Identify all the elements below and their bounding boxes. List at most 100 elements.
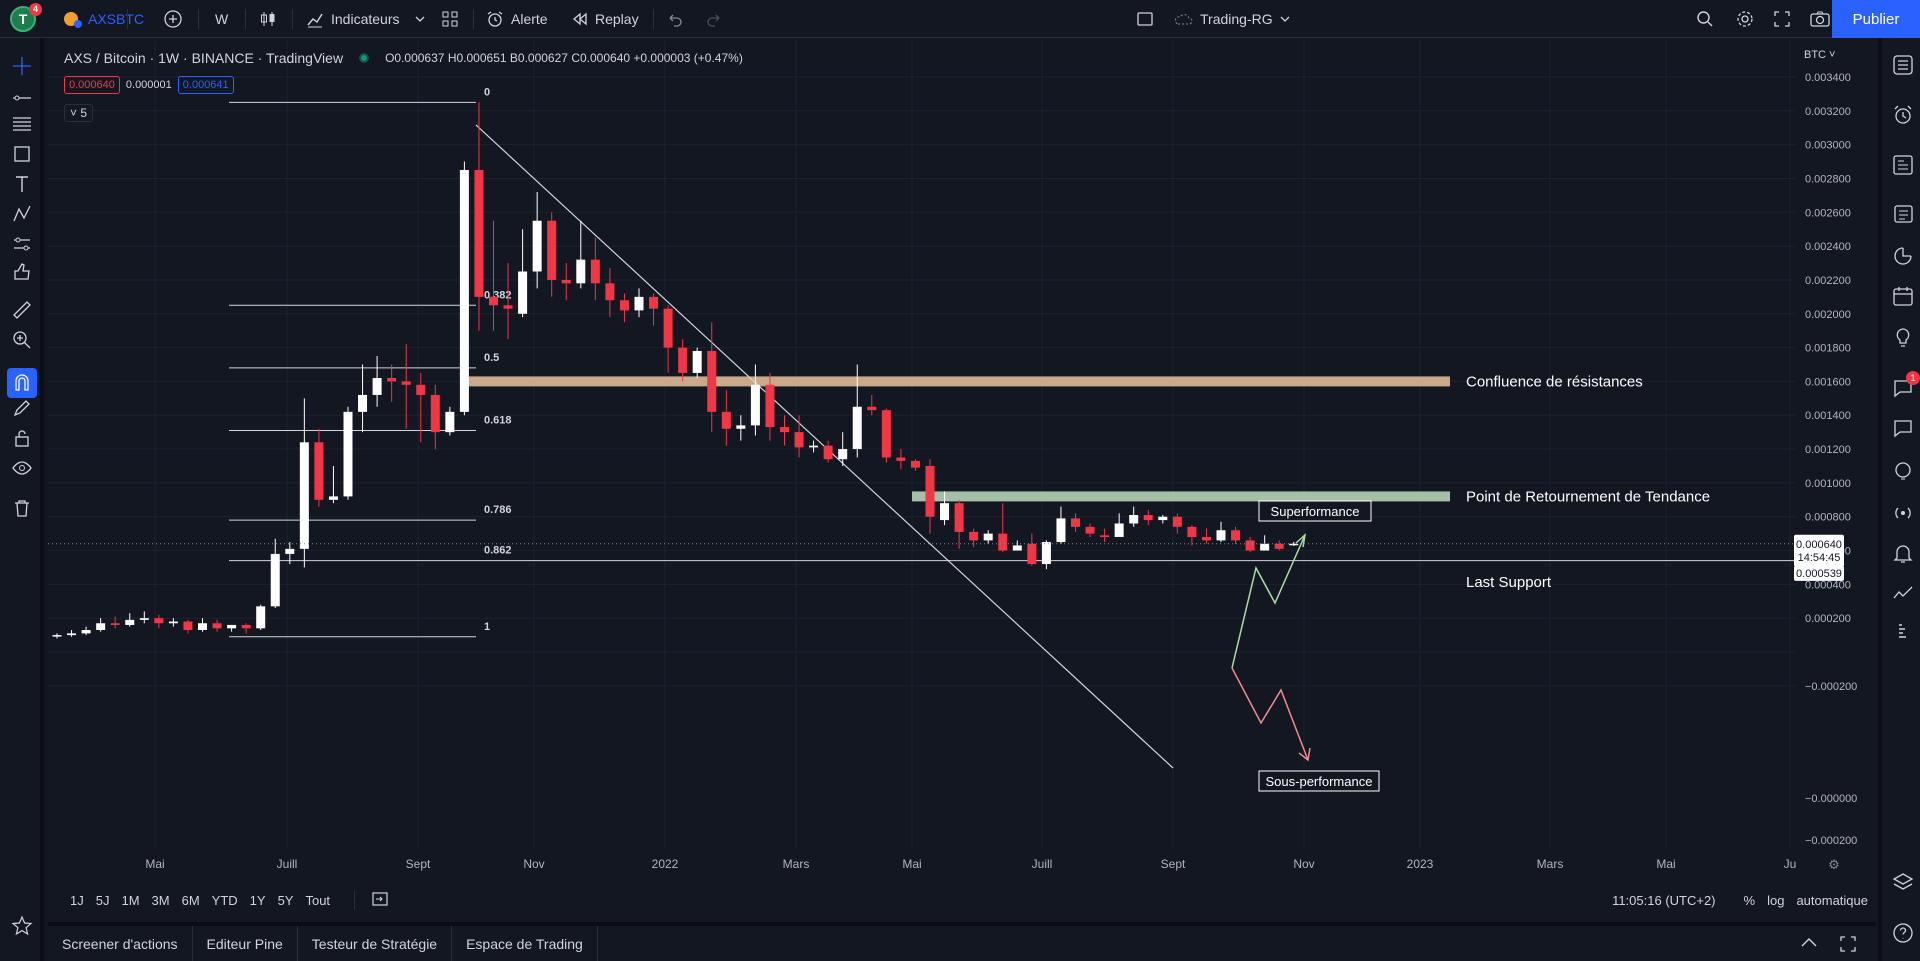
bottom-tab-2[interactable]: Testeur de Stratégie <box>298 926 453 961</box>
ideas-button[interactable] <box>1890 325 1916 351</box>
range-5j[interactable]: 5J <box>95 892 110 908</box>
range-ytd[interactable]: YTD <box>211 892 238 908</box>
chart-type-button[interactable] <box>258 0 278 38</box>
layers-button[interactable] <box>1890 870 1916 896</box>
fullscreen-button[interactable] <box>1773 0 1791 38</box>
trading-button[interactable] <box>1890 580 1916 606</box>
crosshair-icon <box>13 57 31 75</box>
candle-up <box>838 449 848 460</box>
user-avatar[interactable]: T 4 <box>10 3 42 32</box>
auto-scale-toggle[interactable]: automatique <box>1796 892 1868 908</box>
y-tick-label: 0.000200 <box>1805 613 1851 625</box>
fib-tool[interactable] <box>10 112 34 136</box>
streams-button[interactable] <box>1890 500 1916 526</box>
symbol-name: AXSBTC <box>88 11 145 27</box>
search-button[interactable] <box>1695 0 1715 38</box>
notifications-button[interactable] <box>1890 540 1916 566</box>
range-1m[interactable]: 1M <box>121 892 140 908</box>
clock-arrow-icon <box>1894 247 1912 265</box>
bottom-tab-3[interactable]: Espace de Trading <box>452 926 598 961</box>
calendar-history-button[interactable] <box>1890 243 1916 269</box>
alerts-panel-button[interactable] <box>1890 102 1916 128</box>
redo-button[interactable] <box>705 0 723 38</box>
range-3m[interactable]: 3M <box>151 892 170 908</box>
bid-price[interactable]: 0.000640 <box>64 76 120 94</box>
shape-tool[interactable] <box>10 142 34 166</box>
range-6m[interactable]: 6M <box>181 892 200 908</box>
chevron-up-icon[interactable] <box>1800 936 1818 950</box>
symbol-search[interactable]: AXSBTC <box>64 0 144 38</box>
lock-tool[interactable] <box>10 426 34 450</box>
candle-down <box>1245 540 1255 551</box>
range-1y[interactable]: 1Y <box>249 892 266 908</box>
icon-tool[interactable] <box>10 260 34 284</box>
market-status-dot <box>359 53 370 63</box>
log-toggle[interactable]: log <box>1767 892 1785 908</box>
range-5y[interactable]: 5Y <box>277 892 294 908</box>
alert-button[interactable]: Alerte <box>485 0 548 38</box>
range-tout[interactable]: Tout <box>305 892 331 908</box>
help-bulb-button[interactable] <box>1890 458 1916 484</box>
layout-toggle[interactable] <box>1135 0 1155 38</box>
price-axis: BTC ˅ 0.003400 0.003200 0.003000 0.002800 0.0… <box>1804 49 1857 847</box>
snapshot-button[interactable] <box>1809 0 1831 38</box>
maximize-icon[interactable] <box>1840 935 1856 952</box>
chats-button[interactable]: 1 <box>1890 371 1920 401</box>
favorites-tool[interactable] <box>10 914 34 938</box>
calendar-button[interactable] <box>1890 283 1916 309</box>
ruler-tool[interactable] <box>10 298 34 322</box>
indicators-dropdown[interactable] <box>414 0 426 38</box>
clock-display[interactable]: 11:05:16 (UTC+2) <box>1612 892 1716 908</box>
undo-button[interactable] <box>666 0 684 38</box>
publish-button[interactable]: Publier <box>1832 0 1920 38</box>
candle-down <box>1071 518 1080 527</box>
compare-button[interactable] <box>163 0 183 38</box>
candle-down <box>1100 535 1110 537</box>
candle-down <box>605 283 615 301</box>
date-range-icon[interactable] <box>354 890 389 910</box>
trendline-tool[interactable] <box>10 86 34 110</box>
fib-level-label: 0.862 <box>484 545 512 557</box>
help-button[interactable] <box>1890 920 1916 946</box>
symbol-title[interactable]: AXS / Bitcoin · 1W · BINANCE · TradingVi… <box>64 50 344 66</box>
range-1j[interactable]: 1J <box>70 892 84 908</box>
replay-button[interactable]: Replay <box>571 0 639 38</box>
settings-button[interactable] <box>1735 0 1755 38</box>
text-tool[interactable] <box>10 172 34 196</box>
candle-down <box>430 394 440 433</box>
data-window-button[interactable] <box>1890 152 1916 178</box>
messages-button[interactable] <box>1890 415 1916 441</box>
prediction-tool[interactable] <box>10 232 34 256</box>
candle-up <box>576 259 586 284</box>
bottom-tab-1[interactable]: Editeur Pine <box>193 926 298 961</box>
templates-button[interactable] <box>440 0 460 38</box>
candle-down <box>954 503 964 532</box>
x-tick-label: Juill <box>1032 857 1053 871</box>
remove-drawings-tool[interactable] <box>10 496 34 520</box>
indicators-button[interactable]: Indicateurs <box>305 0 399 38</box>
candle-down <box>314 442 324 500</box>
crosshair-tool[interactable] <box>10 54 34 78</box>
zoom-tool[interactable] <box>10 328 34 352</box>
ruler-icon <box>13 301 31 319</box>
magnet-tool[interactable] <box>7 368 37 398</box>
percent-toggle[interactable]: % <box>1743 892 1756 908</box>
candle-up <box>1129 515 1139 524</box>
indicators-collapse-button[interactable]: ˅ 5 <box>64 104 94 122</box>
thumb-icon <box>14 263 30 280</box>
watchlist-button[interactable] <box>1890 52 1916 78</box>
interval-button[interactable]: W <box>215 0 228 38</box>
pattern-tool[interactable] <box>10 202 34 226</box>
zone-label: Point de Retournement de Tendance <box>1466 488 1710 505</box>
user-menu[interactable]: T 4 <box>10 0 42 38</box>
ask-price[interactable]: 0.000641 <box>177 76 234 94</box>
x-tick-label: Sept <box>1161 857 1186 871</box>
pencil-lock-icon <box>13 400 30 417</box>
hotlists-button[interactable] <box>1890 201 1916 227</box>
bottom-tab-0[interactable]: Screener d'actions <box>48 926 193 961</box>
visibility-tool[interactable] <box>10 456 34 480</box>
drawing-mode-tool[interactable] <box>10 396 34 420</box>
layout-name-button[interactable]: Trading-RG <box>1172 0 1291 38</box>
dom-button[interactable] <box>1890 618 1916 644</box>
